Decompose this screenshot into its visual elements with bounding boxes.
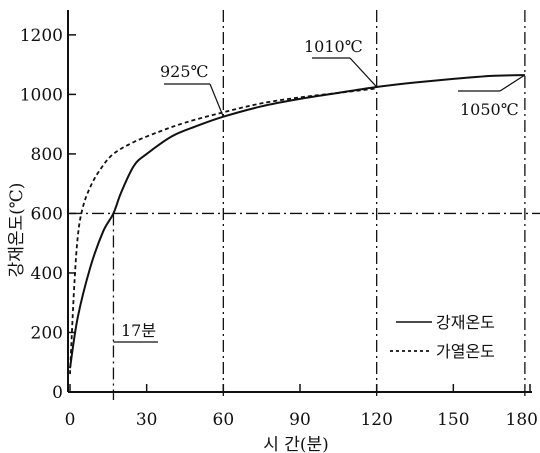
y-tick-label-2: 400 — [31, 264, 63, 284]
y-tick-label-0: 0 — [52, 383, 63, 403]
annotation-17min: 17분 — [121, 321, 156, 340]
x-axis-title: 시 간(분) — [263, 435, 329, 453]
annotation-leader-1050-diag — [499, 74, 526, 92]
series-line-heating-temp — [69, 87, 377, 375]
y-tick-label-5: 1000 — [20, 85, 63, 105]
legend-label-steel-temp: 강재온도 — [436, 313, 495, 332]
legend-label-heating-temp: 가열온도 — [436, 342, 495, 361]
y-tick-label-4: 800 — [31, 145, 63, 165]
y-tick-label-1: 200 — [31, 323, 63, 343]
reference-lines — [70, 10, 540, 400]
x-tick-label-5: 150 — [437, 410, 469, 430]
y-axis-title: 강재온도(℃) — [7, 183, 27, 278]
series-line-steel-temp — [69, 74, 525, 369]
annotation-1050: 1050℃ — [460, 100, 519, 119]
x-tick-label-0: 0 — [65, 410, 76, 430]
x-tick-label-4: 120 — [360, 410, 392, 430]
annotation-leader-925-diag — [209, 83, 224, 117]
annotation-925: 925℃ — [160, 62, 208, 81]
series-layer — [69, 74, 525, 375]
x-tick-label-3: 90 — [289, 410, 311, 430]
y-tick-label-3: 600 — [31, 204, 63, 224]
x-tick-label-6: 180 — [506, 410, 538, 430]
annotation-layer: 925℃ 1010℃ 1050℃ 17분 — [113, 37, 526, 343]
x-tick-label-1: 30 — [136, 410, 158, 430]
annotation-1010: 1010℃ — [304, 37, 363, 56]
x-tick-label-2: 60 — [213, 410, 235, 430]
annotation-leader-1010-diag — [349, 57, 378, 88]
y-tick-label-6: 1200 — [20, 26, 63, 46]
legend: 강재온도 가열온도 — [390, 313, 495, 361]
tick-layer: 0 200 400 600 800 1000 1200 0 30 60 90 120 150 180 — [20, 26, 538, 430]
